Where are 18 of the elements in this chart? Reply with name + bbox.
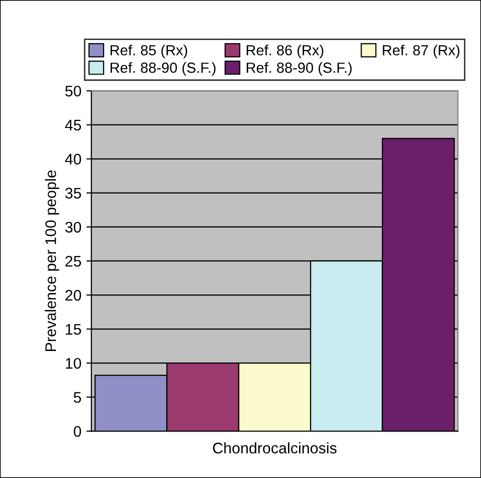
legend-label: Ref. 86 (Rx) <box>246 44 324 58</box>
y-tick-label: 15 <box>66 324 82 335</box>
x-tick-label: Chondrocalcinosis <box>213 442 337 454</box>
legend-label: Ref. 85 (Rx) <box>110 44 188 58</box>
y-tick-label: 0 <box>74 426 82 437</box>
y-tick-label: 10 <box>66 358 82 369</box>
y-tick-label: 50 <box>65 86 82 97</box>
y-tick-label: 25 <box>65 256 82 267</box>
y-tick-label: 20 <box>65 290 82 301</box>
legend-label: Ref. 87 (Rx) <box>382 44 460 58</box>
y-axis-title: Prevalence per 100 people <box>44 170 60 352</box>
y-tick-label: 35 <box>65 188 82 199</box>
y-tick-label: 45 <box>65 120 82 131</box>
legend-label: Ref. 88-90 (S.F.) <box>110 62 216 76</box>
y-tick-label: 5 <box>74 392 82 403</box>
y-tick-label: 30 <box>65 222 82 233</box>
legend-label: Ref. 88-90 (S.F.) <box>246 62 352 76</box>
y-tick-label: 40 <box>65 154 82 165</box>
